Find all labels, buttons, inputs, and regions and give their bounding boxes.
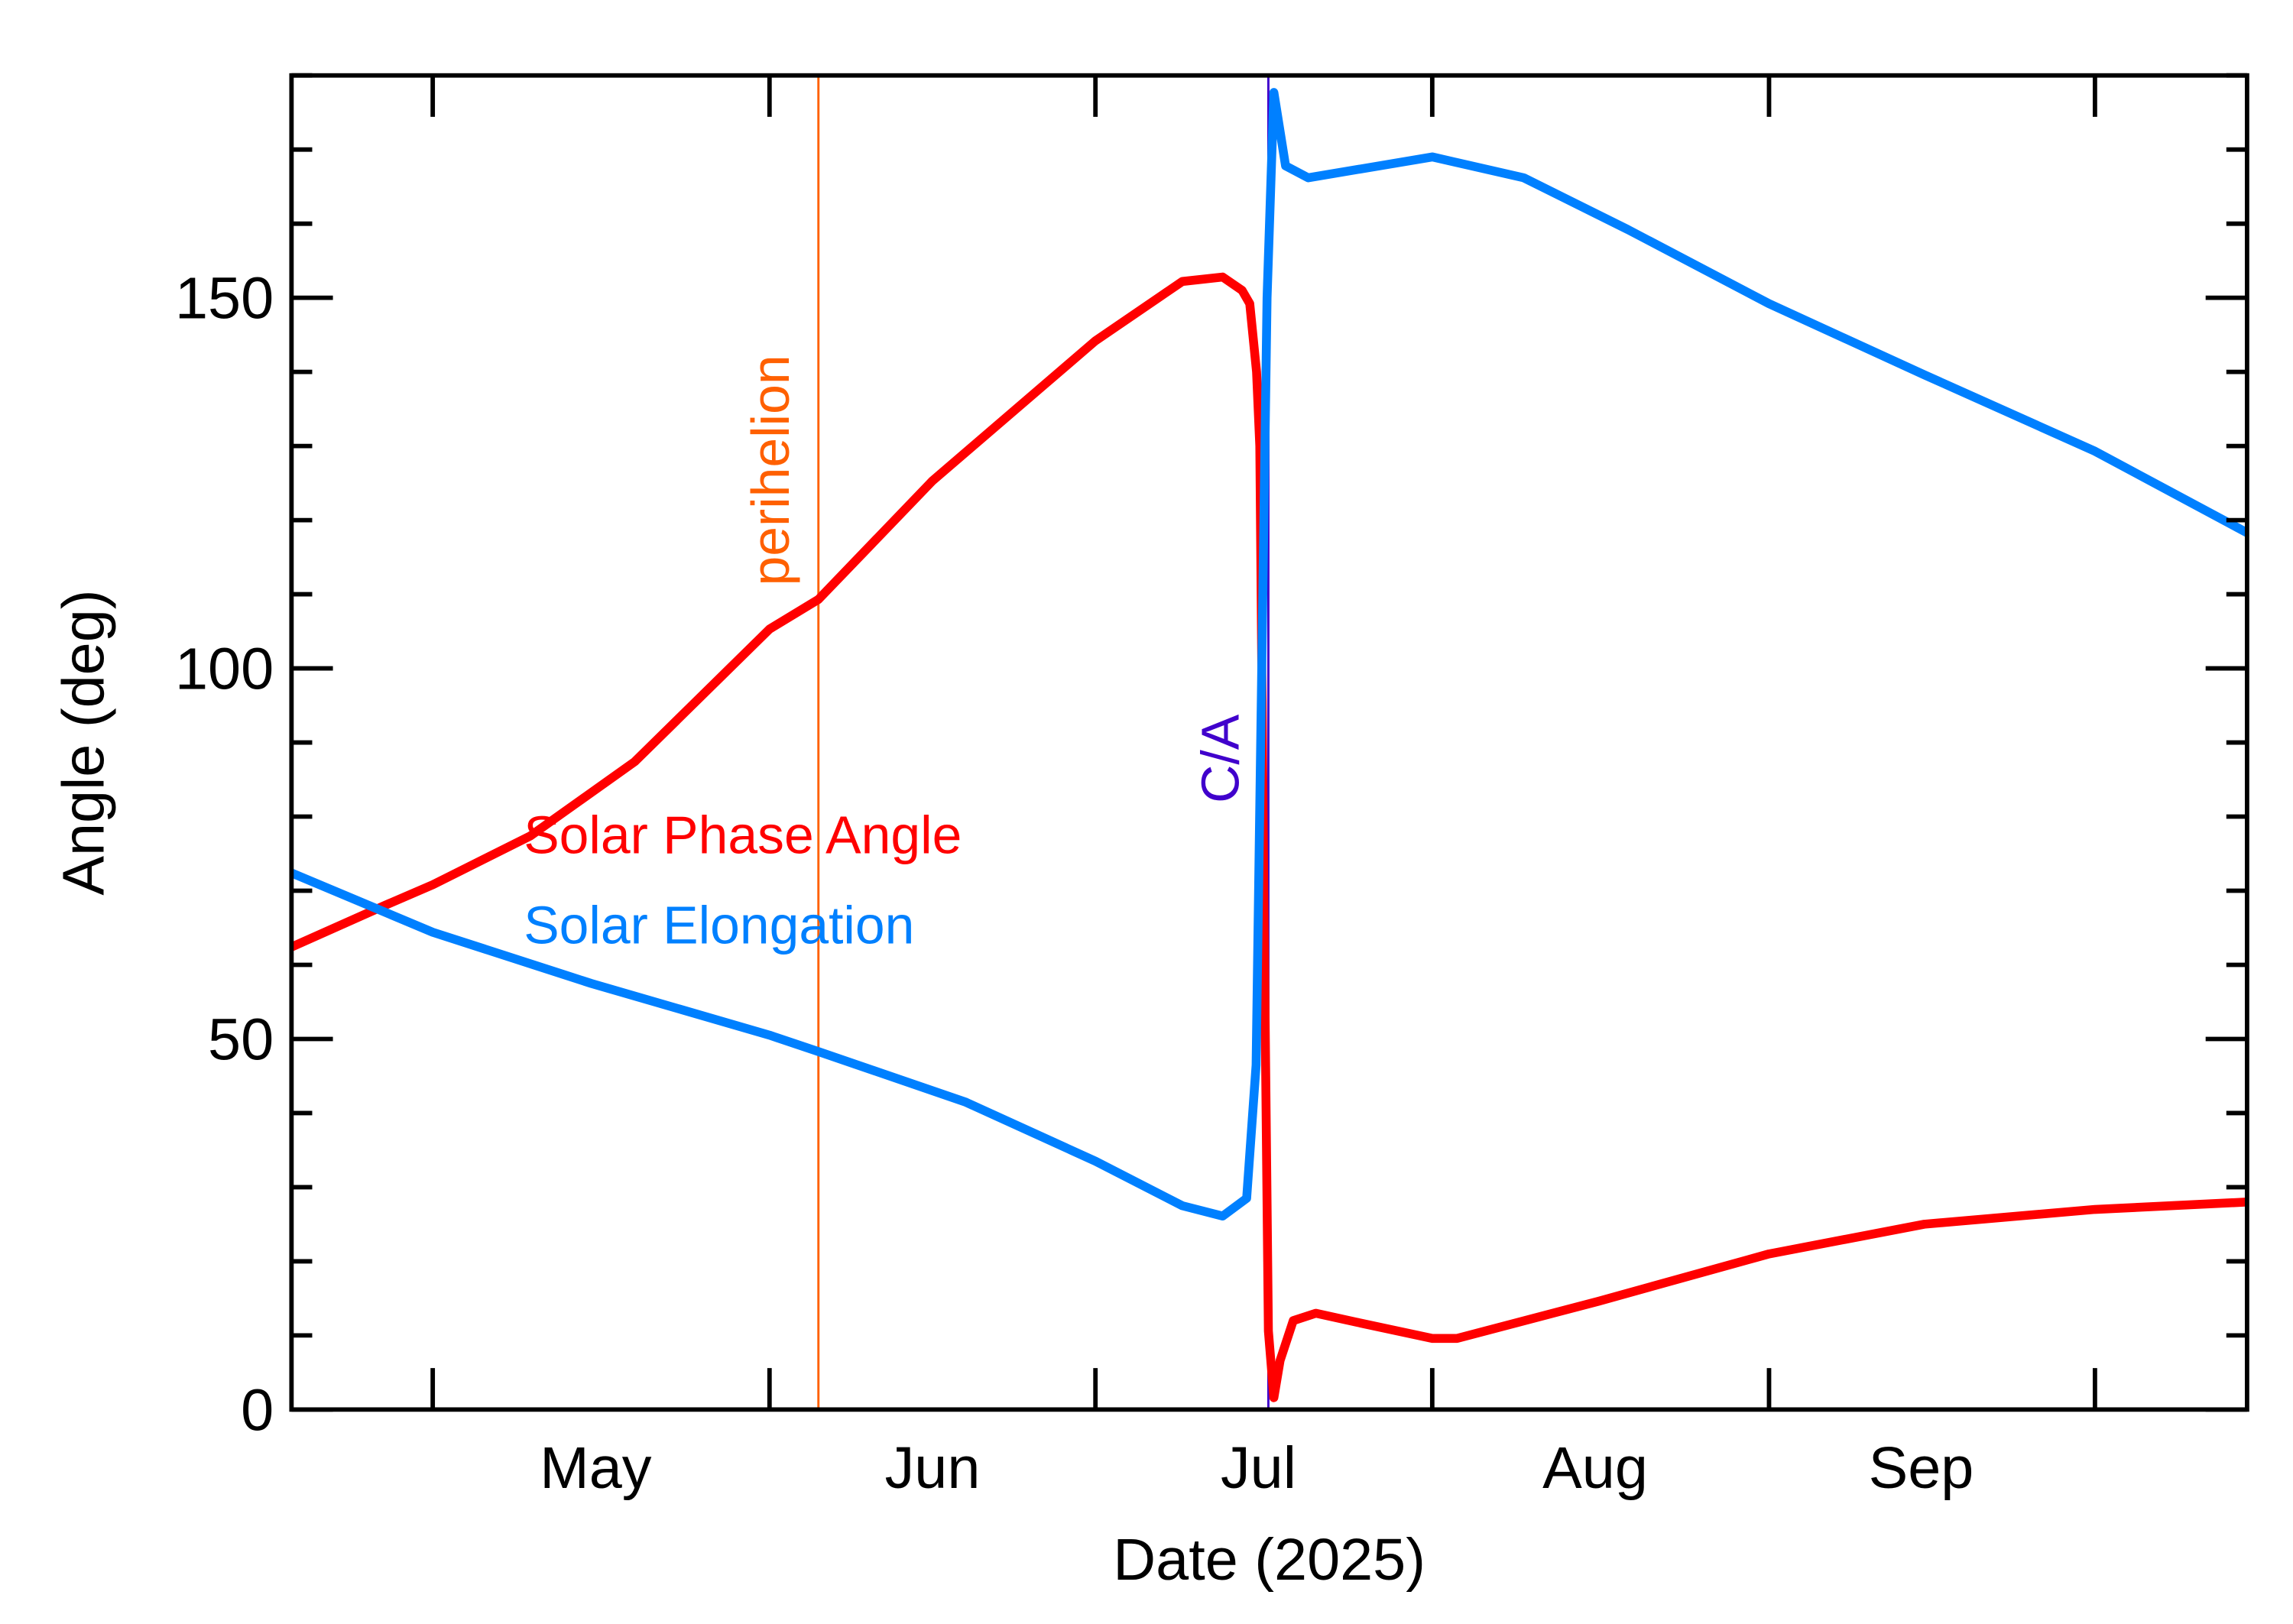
legend-solar-phase-angle: Solar Phase Angle bbox=[524, 806, 962, 865]
plot-frame bbox=[289, 73, 2249, 1412]
y-tick-label: 100 bbox=[175, 637, 274, 702]
series-line-solar-elongation bbox=[290, 88, 2249, 1221]
y-tick-label: 50 bbox=[208, 1007, 274, 1073]
marker-label-perihelion: perihelion bbox=[741, 355, 800, 585]
marker-label-closest-approach: C/A bbox=[1191, 714, 1250, 803]
x-tick-label: Sep bbox=[1869, 1435, 1974, 1501]
x-tick-label: Jul bbox=[1221, 1435, 1296, 1501]
y-tick-label: 0 bbox=[241, 1377, 274, 1443]
legend-solar-elongation: Solar Elongation bbox=[524, 896, 914, 955]
series-line-solar-phase-angle bbox=[290, 272, 2248, 1402]
x-tick-label: May bbox=[540, 1435, 652, 1501]
y-tick-label: 150 bbox=[175, 266, 274, 332]
y-axis-label: Angle (deg) bbox=[51, 589, 117, 895]
x-tick-label: Jun bbox=[885, 1435, 981, 1501]
tick-labels: 0 50 100 150 May Jun Jul Aug Sep bbox=[175, 266, 1974, 1501]
series-lines bbox=[290, 88, 2249, 1402]
x-tick-label: Aug bbox=[1542, 1435, 1648, 1501]
x-axis-label: Date (2025) bbox=[1113, 1527, 1425, 1593]
